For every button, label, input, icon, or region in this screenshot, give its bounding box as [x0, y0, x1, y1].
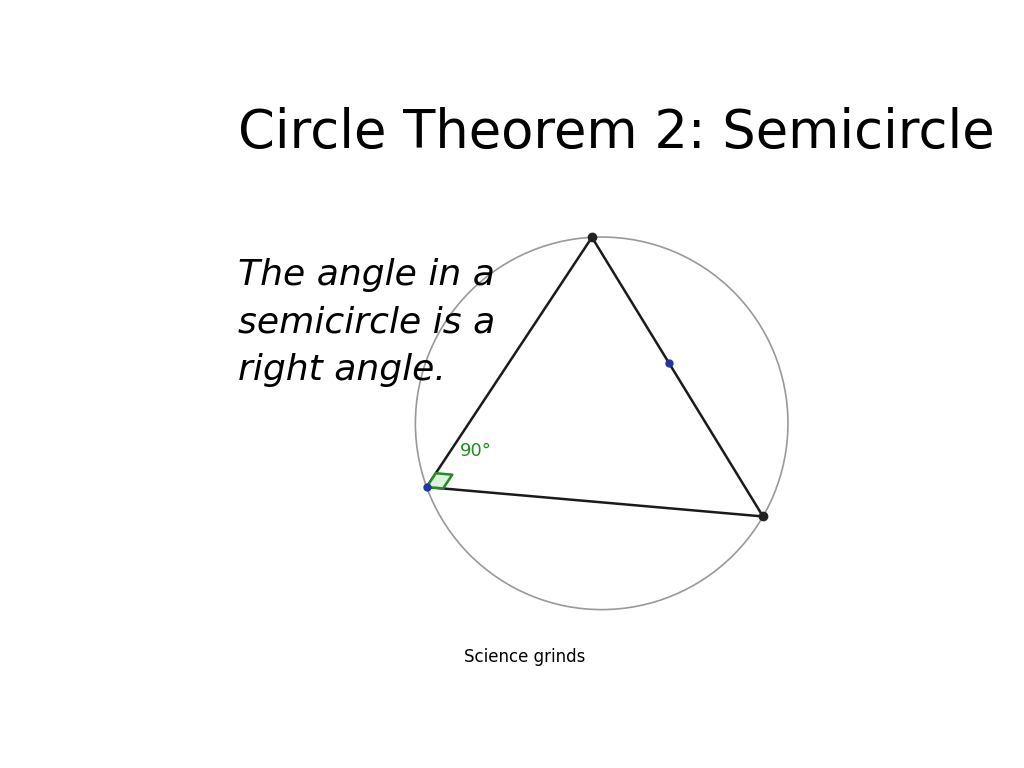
Text: Science grinds: Science grinds	[464, 647, 586, 666]
Text: Circle Theorem 2: Semicircle: Circle Theorem 2: Semicircle	[238, 107, 994, 159]
Text: The angle in a
semicircle is a
right angle.: The angle in a semicircle is a right ang…	[238, 258, 496, 387]
Text: 90°: 90°	[461, 442, 493, 460]
Polygon shape	[427, 473, 453, 488]
